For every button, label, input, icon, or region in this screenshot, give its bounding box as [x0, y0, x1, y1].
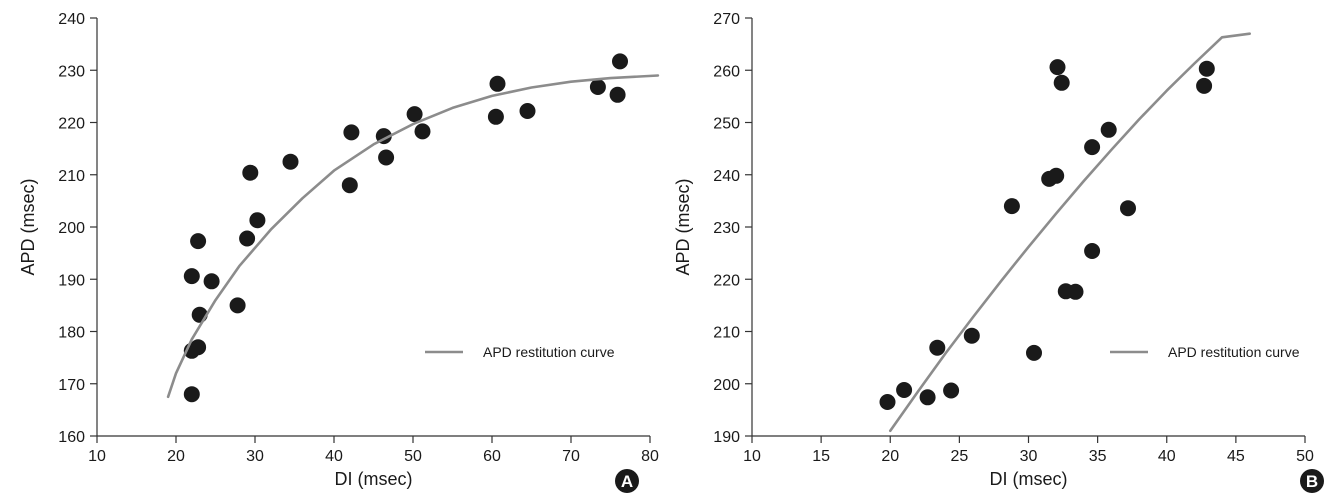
x-tick-label: 50 — [1296, 448, 1314, 465]
restitution-curve-line — [889, 32, 1251, 433]
x-tick-label: 10 — [88, 448, 106, 465]
data-point — [489, 75, 506, 92]
data-point — [963, 327, 980, 344]
data-point — [919, 389, 936, 406]
data-point — [879, 394, 896, 410]
data-point — [1100, 121, 1117, 138]
y-tick-label: 270 — [713, 11, 740, 28]
x-tick-label: 60 — [483, 448, 501, 465]
y-tick-label: 190 — [713, 429, 740, 446]
y-tick-label: 260 — [713, 63, 740, 80]
x-tick-label: 40 — [325, 448, 343, 465]
data-point — [929, 339, 946, 356]
data-point — [1049, 59, 1066, 76]
x-tick-label: 20 — [881, 448, 899, 465]
panel-badge-label: B — [1306, 472, 1318, 491]
y-tick-label: 230 — [58, 63, 85, 80]
data-point — [1084, 243, 1101, 259]
x-tick-label: 30 — [1020, 448, 1038, 465]
data-point — [341, 177, 358, 194]
legend-label: APD restitution curve — [483, 344, 615, 360]
y-tick-label: 160 — [58, 429, 85, 446]
restitution-curve-line — [166, 74, 660, 399]
data-point — [249, 212, 266, 229]
data-point — [609, 86, 626, 103]
data-point — [343, 124, 360, 141]
chart-panel-B: 190 200 210 220 230 240 250 260 270 10 15 20 25 30 35 4… — [673, 11, 1324, 493]
data-point — [1026, 344, 1042, 361]
x-tick-label: 70 — [562, 448, 580, 465]
data-point — [896, 382, 913, 398]
x-tick-label: 30 — [246, 448, 264, 465]
data-point — [1003, 198, 1020, 215]
data-point — [239, 230, 256, 247]
x-tick-label: 40 — [1158, 448, 1176, 465]
x-tick-label: 15 — [812, 448, 830, 465]
x-tick-label: 50 — [404, 448, 422, 465]
data-point — [1067, 283, 1084, 300]
data-point — [242, 164, 259, 181]
y-tick-label: 200 — [713, 377, 740, 394]
chart-panel-A: 160 170 180 190 200 210 220 230 240 10 20 30 40 50 60 7… — [18, 11, 660, 493]
legend-label: APD restitution curve — [1168, 344, 1300, 360]
x-tick-label: 45 — [1227, 448, 1245, 465]
y-tick-label: 210 — [713, 325, 740, 342]
y-tick-label: 220 — [713, 272, 740, 289]
data-point — [612, 53, 628, 70]
data-point — [229, 297, 246, 314]
data-point — [1196, 77, 1213, 94]
data-point — [183, 386, 200, 403]
y-tick-label: 230 — [713, 220, 740, 237]
data-point — [406, 106, 423, 123]
y-tick-label: 210 — [58, 168, 85, 185]
x-tick-label: 10 — [743, 448, 761, 465]
data-point — [519, 103, 536, 119]
y-tick-label: 170 — [58, 377, 85, 394]
x-tick-label: 25 — [950, 448, 968, 465]
x-tick-label: 80 — [641, 448, 659, 465]
x-axis-title: DI (msec) — [335, 469, 413, 489]
data-point — [1053, 74, 1070, 91]
data-point — [190, 339, 207, 356]
data-point — [378, 149, 395, 166]
data-point — [190, 233, 207, 250]
y-axis-title: APD (msec) — [673, 178, 693, 275]
panel-badge-label: A — [621, 472, 633, 491]
data-point — [183, 268, 200, 285]
panel-badge — [615, 469, 639, 493]
data-point — [414, 123, 431, 140]
data-point — [1048, 167, 1065, 184]
data-point — [1198, 60, 1215, 77]
y-tick-label: 190 — [58, 272, 85, 289]
y-tick-label: 240 — [713, 168, 740, 185]
y-tick-label: 180 — [58, 325, 85, 342]
data-point — [282, 153, 299, 170]
data-point — [1084, 139, 1101, 156]
y-tick-label: 200 — [58, 220, 85, 237]
x-axis-title: DI (msec) — [990, 469, 1068, 489]
x-tick-label: 20 — [167, 448, 185, 465]
y-axis-title: APD (msec) — [18, 178, 38, 275]
data-point — [589, 79, 606, 95]
data-point — [1120, 200, 1136, 217]
data-point — [203, 273, 220, 290]
data-point — [943, 382, 960, 399]
x-tick-label: 35 — [1089, 448, 1107, 465]
y-tick-label: 220 — [58, 116, 85, 133]
panel-badge — [1300, 469, 1324, 493]
y-tick-label: 240 — [58, 11, 85, 28]
data-point — [487, 108, 504, 125]
y-tick-label: 250 — [713, 116, 740, 133]
